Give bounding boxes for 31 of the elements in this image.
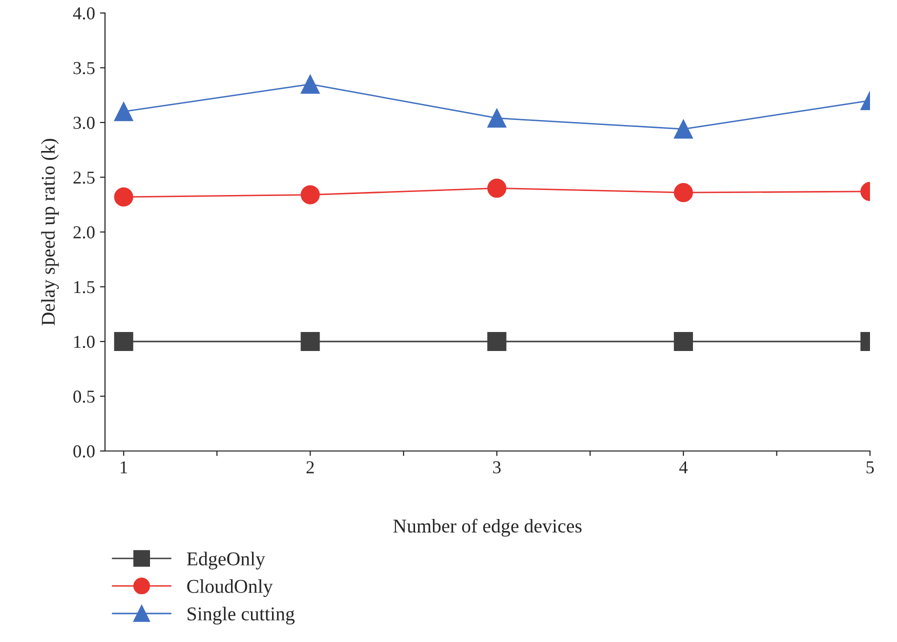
legend-label: EdgeOnly <box>186 552 266 570</box>
point <box>487 178 506 198</box>
y-tick-label: 4.0 <box>73 7 95 20</box>
point <box>674 332 693 352</box>
x-tick-label: 4 <box>679 461 688 474</box>
point <box>114 187 134 207</box>
x-tick-label: 5 <box>866 461 874 474</box>
point <box>487 332 506 352</box>
point <box>487 108 506 128</box>
x-tick-label: 3 <box>493 461 501 474</box>
y-tick-label: 2.0 <box>74 226 95 239</box>
legend-label: CloudOnly <box>187 579 273 597</box>
point <box>300 185 320 204</box>
point <box>300 332 320 352</box>
y-tick-label: 3.5 <box>74 62 95 74</box>
point <box>300 74 320 94</box>
y-tick-label: 0.0 <box>73 445 95 458</box>
legend-label: Single cutting <box>188 606 295 624</box>
y-axis-title: Delay speed up ratio (k) <box>41 138 59 326</box>
y-tick-label: 1.5 <box>74 281 95 294</box>
point <box>114 102 134 122</box>
x-tick-label: 1 <box>120 461 128 474</box>
x-axis-title: Number of edge devices <box>393 518 582 537</box>
y-tick-label: 1.0 <box>74 336 95 348</box>
point <box>114 332 134 352</box>
y-tick-label: 0.5 <box>73 390 95 403</box>
point <box>674 120 693 139</box>
y-tick-label: 2.5 <box>74 172 95 184</box>
x-tick-label: 2 <box>306 461 314 474</box>
point <box>674 183 693 202</box>
y-tick-label: 3.0 <box>74 116 95 130</box>
